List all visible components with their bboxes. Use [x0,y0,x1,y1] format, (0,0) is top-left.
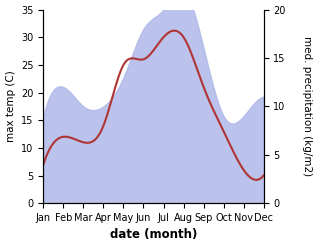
X-axis label: date (month): date (month) [110,228,197,242]
Y-axis label: med. precipitation (kg/m2): med. precipitation (kg/m2) [302,36,313,176]
Y-axis label: max temp (C): max temp (C) [5,70,16,142]
